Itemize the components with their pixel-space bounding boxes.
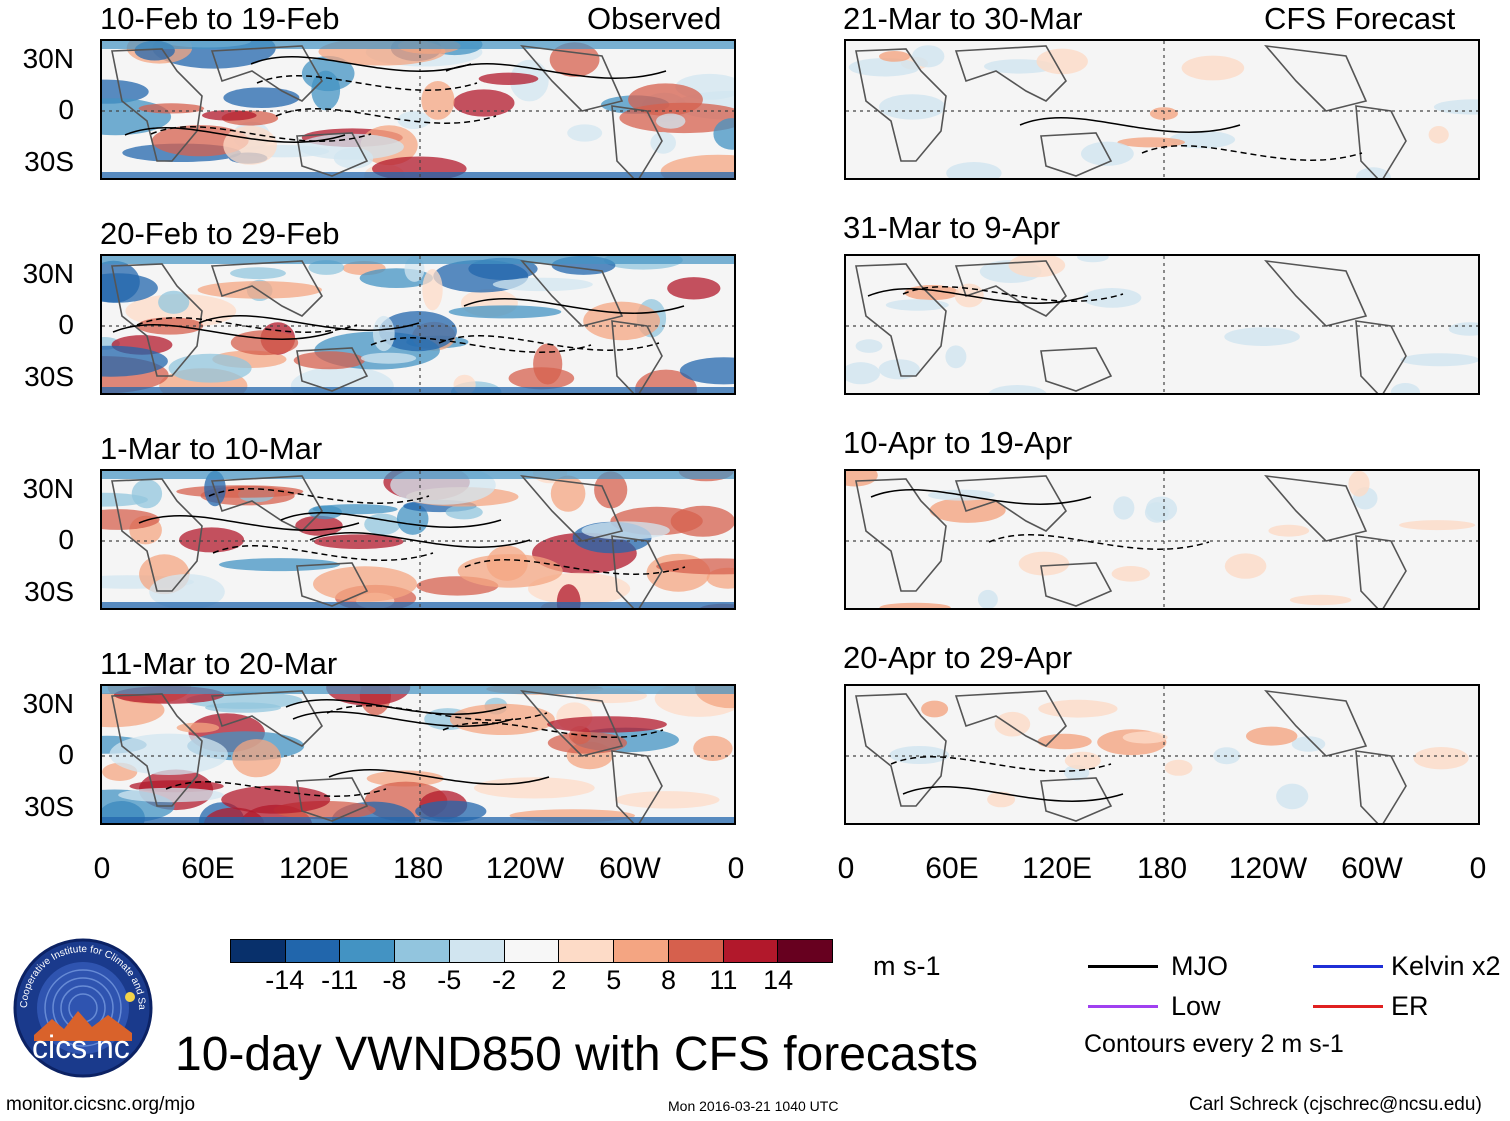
- panel-title-fcst-3: 10-Apr to 19-Apr: [843, 425, 1073, 460]
- lon-label: 120W: [1228, 852, 1308, 885]
- legend-label-er: ER: [1391, 991, 1429, 1021]
- panel-title-fcst-4: 20-Apr to 29-Apr: [843, 640, 1073, 675]
- colorbar-label: -8: [382, 965, 407, 995]
- lon-label: 60E: [181, 852, 235, 885]
- panel-title-obs-3: 1-Mar to 10-Mar: [100, 431, 323, 466]
- coastline: [855, 689, 1407, 823]
- cics-logo: Cooperative Institute for Climate and Sa…: [9, 929, 154, 1079]
- lat-label-30n: 30N: [22, 43, 74, 74]
- panel-tag-observed: Observed: [587, 1, 722, 36]
- lon-label: 60W: [599, 852, 661, 885]
- lon-label: 180: [1136, 852, 1188, 885]
- colorbar-swatch: [285, 940, 341, 962]
- footer-timestamp: Mon 2016-03-21 1040 UTC: [668, 1098, 839, 1114]
- colorbar-units: m s-1: [873, 951, 941, 981]
- map-field: [102, 256, 734, 393]
- footer-author: Carl Schreck (cjschrec@ncsu.edu): [1189, 1094, 1482, 1115]
- coastline: [111, 44, 663, 178]
- colorbar-swatch: [395, 940, 450, 962]
- lat-label-eq: 0: [58, 524, 74, 555]
- colorbar-swatch: [778, 940, 833, 962]
- map-field: [846, 41, 1478, 178]
- panel-title-fcst-1: 21-Mar to 30-Mar: [843, 1, 1083, 36]
- map-panel-obs-3: [100, 469, 736, 610]
- map-field: [846, 256, 1478, 393]
- map-panel-fcst-4: [844, 684, 1480, 825]
- colorbar-swatch: [231, 940, 286, 962]
- lat-label-30n: 30N: [22, 473, 74, 504]
- coastline: [855, 474, 1407, 608]
- coastline: [855, 44, 1407, 178]
- logo-text: cics.nc: [32, 1029, 130, 1065]
- panel-title-fcst-2: 31-Mar to 9-Apr: [843, 210, 1061, 245]
- lon-label: 60W: [1341, 852, 1403, 885]
- map-field: [102, 471, 734, 608]
- panel-title-obs-1: 10-Feb to 19-Feb: [100, 1, 340, 36]
- lat-label-30n: 30N: [22, 258, 74, 289]
- lat-label-30s: 30S: [24, 576, 74, 607]
- map-field: [102, 41, 734, 178]
- colorbar-swatch: [723, 940, 779, 962]
- panel-title-obs-2: 20-Feb to 29-Feb: [100, 216, 340, 251]
- lon-label: 0: [837, 852, 855, 885]
- colorbar-label: 11: [709, 965, 738, 995]
- lat-label-eq: 0: [58, 94, 74, 125]
- lon-label: 120W: [485, 852, 565, 885]
- legend-note: Contours every 2 m s-1: [1084, 1030, 1344, 1058]
- map-panel-obs-1: [100, 39, 736, 180]
- coastline: [111, 474, 663, 608]
- lat-label-eq: 0: [58, 309, 74, 340]
- legend-label-mjo: MJO: [1171, 951, 1228, 981]
- map-field: [102, 686, 734, 823]
- lon-label: 0: [727, 852, 745, 885]
- footer-url[interactable]: monitor.cicsnc.org/mjo: [6, 1094, 196, 1115]
- colorbar-swatch: [668, 940, 724, 962]
- legend-label-low: Low: [1171, 991, 1221, 1021]
- legend-label-kelvin: Kelvin x2: [1391, 951, 1501, 981]
- colorbar-label: -14: [265, 965, 305, 995]
- lat-label-30n: 30N: [22, 688, 74, 719]
- colorbar-label: 8: [661, 965, 677, 995]
- colorbar-swatch: [504, 940, 560, 962]
- colorbar-label: 14: [763, 965, 794, 995]
- coastline: [111, 259, 663, 393]
- coastline: [111, 689, 663, 823]
- lon-label: 0: [1469, 852, 1487, 885]
- colorbar-label: 2: [551, 965, 567, 995]
- map-panel-fcst-3: [844, 469, 1480, 610]
- colorbar-swatch: [340, 940, 396, 962]
- legend-line-er: [1313, 1005, 1383, 1008]
- lat-label-30s: 30S: [24, 146, 74, 177]
- lat-label-30s: 30S: [24, 791, 74, 822]
- panel-tag-cfs-forecast: CFS Forecast: [1264, 1, 1456, 36]
- lon-label: 120E: [278, 852, 350, 885]
- legend-line-mjo: [1088, 965, 1158, 968]
- map-panel-obs-2: [100, 254, 736, 395]
- main-title: 10-day VWND850 with CFS forecasts: [175, 1028, 978, 1081]
- colorbar-swatch: [449, 940, 505, 962]
- legend-line-kelvin: [1313, 965, 1383, 968]
- colorbar-label: -11: [321, 965, 359, 995]
- lon-label: 60E: [925, 852, 979, 885]
- colorbar-swatch: [614, 940, 669, 962]
- coastline: [855, 259, 1407, 393]
- lon-label: 0: [93, 852, 111, 885]
- colorbar-label: -2: [492, 965, 517, 995]
- panel-title-obs-4: 11-Mar to 20-Mar: [100, 646, 338, 681]
- colorbar-label: -5: [437, 965, 462, 995]
- lat-label-30s: 30S: [24, 361, 74, 392]
- lon-label: 180: [392, 852, 444, 885]
- map-panel-fcst-2: [844, 254, 1480, 395]
- map-field: [846, 471, 1478, 608]
- colorbar-swatch: [559, 940, 615, 962]
- lat-label-eq: 0: [58, 739, 74, 770]
- colorbar-label: 5: [606, 965, 622, 995]
- lon-label: 120E: [1021, 852, 1093, 885]
- colorbar: [230, 939, 833, 963]
- map-panel-obs-4: [100, 684, 736, 825]
- map-field: [846, 686, 1478, 823]
- legend-line-low: [1088, 1005, 1158, 1008]
- map-panel-fcst-1: [844, 39, 1480, 180]
